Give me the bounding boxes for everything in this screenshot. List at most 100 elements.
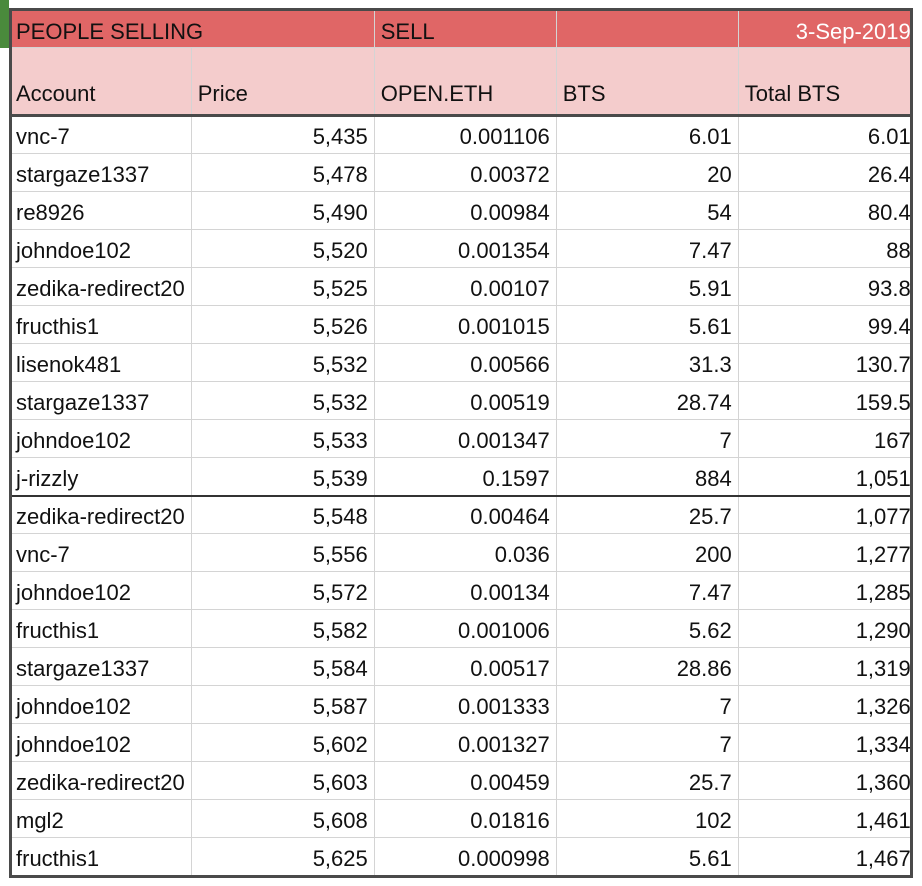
- cell-total-bts[interactable]: 130.7: [737, 343, 918, 382]
- cell-account[interactable]: stargaze1337: [9, 647, 192, 686]
- cell-account[interactable]: johndoe102: [9, 419, 192, 458]
- cell-total-bts[interactable]: 6.01: [737, 115, 918, 154]
- cell-bts[interactable]: 5.61: [555, 837, 739, 876]
- cell-price[interactable]: 5,572: [190, 571, 375, 610]
- cell-open-eth[interactable]: 0.00107: [373, 267, 557, 306]
- cell-total-bts[interactable]: 1,290: [737, 609, 918, 648]
- cell-bts[interactable]: 28.74: [555, 381, 739, 420]
- cell-bts[interactable]: 102: [555, 799, 739, 838]
- cell-bts[interactable]: 7: [555, 685, 739, 724]
- cell-total-bts[interactable]: 1,051: [737, 457, 918, 496]
- cell-bts[interactable]: 200: [555, 533, 739, 572]
- cell-bts[interactable]: 28.86: [555, 647, 739, 686]
- cell-account[interactable]: johndoe102: [9, 723, 192, 762]
- cell-open-eth[interactable]: 0.001106: [373, 115, 557, 154]
- cell-total-bts[interactable]: 1,277: [737, 533, 918, 572]
- cell-total-bts[interactable]: 99.4: [737, 305, 918, 344]
- cell-bts[interactable]: 31.3: [555, 343, 739, 382]
- cell-total-bts[interactable]: 1,360: [737, 761, 918, 800]
- cell-account[interactable]: re8926: [9, 191, 192, 230]
- cell-open-eth[interactable]: 0.00459: [373, 761, 557, 800]
- cell-account[interactable]: fructhis1: [9, 609, 192, 648]
- cell-total-bts[interactable]: 1,285: [737, 571, 918, 610]
- cell-account[interactable]: vnc-7: [9, 533, 192, 572]
- cell-price[interactable]: 5,602: [190, 723, 375, 762]
- cell-bts[interactable]: 20: [555, 153, 739, 192]
- cell-open-eth[interactable]: 0.001333: [373, 685, 557, 724]
- cell-price[interactable]: 5,478: [190, 153, 375, 192]
- cell-bts[interactable]: 54: [555, 191, 739, 230]
- cell-total-bts[interactable]: 80.4: [737, 191, 918, 230]
- cell-account[interactable]: stargaze1337: [9, 153, 192, 192]
- cell-price[interactable]: 5,532: [190, 381, 375, 420]
- cell-price[interactable]: 5,608: [190, 799, 375, 838]
- cell-price[interactable]: 5,520: [190, 229, 375, 268]
- cell-account[interactable]: fructhis1: [9, 305, 192, 344]
- cell-bts[interactable]: 25.7: [555, 761, 739, 800]
- header-price[interactable]: Price: [190, 47, 375, 117]
- cell-open-eth[interactable]: 0.001327: [373, 723, 557, 762]
- cell-bts[interactable]: 25.7: [555, 494, 739, 534]
- cell-account[interactable]: stargaze1337: [9, 381, 192, 420]
- cell-price[interactable]: 5,435: [190, 115, 375, 154]
- cell-total-bts[interactable]: 1,461: [737, 799, 918, 838]
- cell-open-eth[interactable]: 0.001347: [373, 419, 557, 458]
- cell-sell[interactable]: SELL: [373, 8, 557, 48]
- cell-price[interactable]: 5,625: [190, 837, 375, 876]
- cell-title-blank[interactable]: [555, 8, 739, 48]
- cell-open-eth[interactable]: 0.036: [373, 533, 557, 572]
- cell-total-bts[interactable]: 26.4: [737, 153, 918, 192]
- cell-total-bts[interactable]: 88: [737, 229, 918, 268]
- cell-open-eth[interactable]: 0.00566: [373, 343, 557, 382]
- cell-account[interactable]: vnc-7: [9, 115, 192, 154]
- cell-price[interactable]: 5,539: [190, 457, 375, 496]
- cell-price[interactable]: 5,490: [190, 191, 375, 230]
- cell-price[interactable]: 5,582: [190, 609, 375, 648]
- cell-account[interactable]: johndoe102: [9, 685, 192, 724]
- cell-bts[interactable]: 6.01: [555, 115, 739, 154]
- cell-total-bts[interactable]: 167: [737, 419, 918, 458]
- cell-bts[interactable]: 5.61: [555, 305, 739, 344]
- cell-total-bts[interactable]: 1,467: [737, 837, 918, 876]
- cell-open-eth[interactable]: 0.00134: [373, 571, 557, 610]
- cell-bts[interactable]: 5.62: [555, 609, 739, 648]
- cell-total-bts[interactable]: 159.5: [737, 381, 918, 420]
- cell-open-eth[interactable]: 0.01816: [373, 799, 557, 838]
- cell-bts[interactable]: 7: [555, 419, 739, 458]
- cell-open-eth[interactable]: 0.00517: [373, 647, 557, 686]
- cell-price[interactable]: 5,533: [190, 419, 375, 458]
- cell-total-bts[interactable]: 93.8: [737, 267, 918, 306]
- cell-account[interactable]: lisenok481: [9, 343, 192, 382]
- cell-open-eth[interactable]: 0.00372: [373, 153, 557, 192]
- cell-account[interactable]: zedika-redirect20: [9, 761, 192, 800]
- cell-open-eth[interactable]: 0.001006: [373, 609, 557, 648]
- cell-open-eth[interactable]: 0.00464: [373, 494, 557, 534]
- cell-open-eth[interactable]: 0.000998: [373, 837, 557, 876]
- cell-account[interactable]: j-rizzly: [9, 457, 192, 496]
- cell-price[interactable]: 5,548: [190, 494, 375, 534]
- cell-price[interactable]: 5,556: [190, 533, 375, 572]
- cell-bts[interactable]: 884: [555, 457, 739, 496]
- cell-account[interactable]: zedika-redirect20: [9, 494, 192, 534]
- cell-bts[interactable]: 7.47: [555, 571, 739, 610]
- cell-open-eth[interactable]: 0.001015: [373, 305, 557, 344]
- cell-open-eth[interactable]: 0.00984: [373, 191, 557, 230]
- cell-total-bts[interactable]: 1,326: [737, 685, 918, 724]
- cell-price[interactable]: 5,525: [190, 267, 375, 306]
- cell-bts[interactable]: 5.91: [555, 267, 739, 306]
- cell-open-eth[interactable]: 0.001354: [373, 229, 557, 268]
- cell-open-eth[interactable]: 0.00519: [373, 381, 557, 420]
- cell-price[interactable]: 5,532: [190, 343, 375, 382]
- cell-account[interactable]: johndoe102: [9, 571, 192, 610]
- cell-open-eth[interactable]: 0.1597: [373, 457, 557, 496]
- header-open-eth[interactable]: OPEN.ETH: [373, 47, 557, 117]
- cell-total-bts[interactable]: 1,077: [737, 494, 918, 534]
- cell-account[interactable]: johndoe102: [9, 229, 192, 268]
- cell-price[interactable]: 5,587: [190, 685, 375, 724]
- cell-price[interactable]: 5,526: [190, 305, 375, 344]
- header-account[interactable]: Account: [9, 47, 192, 117]
- cell-account[interactable]: fructhis1: [9, 837, 192, 876]
- cell-people-selling[interactable]: PEOPLE SELLING: [9, 8, 375, 48]
- cell-date[interactable]: 3-Sep-2019: [737, 8, 918, 48]
- header-bts[interactable]: BTS: [555, 47, 739, 117]
